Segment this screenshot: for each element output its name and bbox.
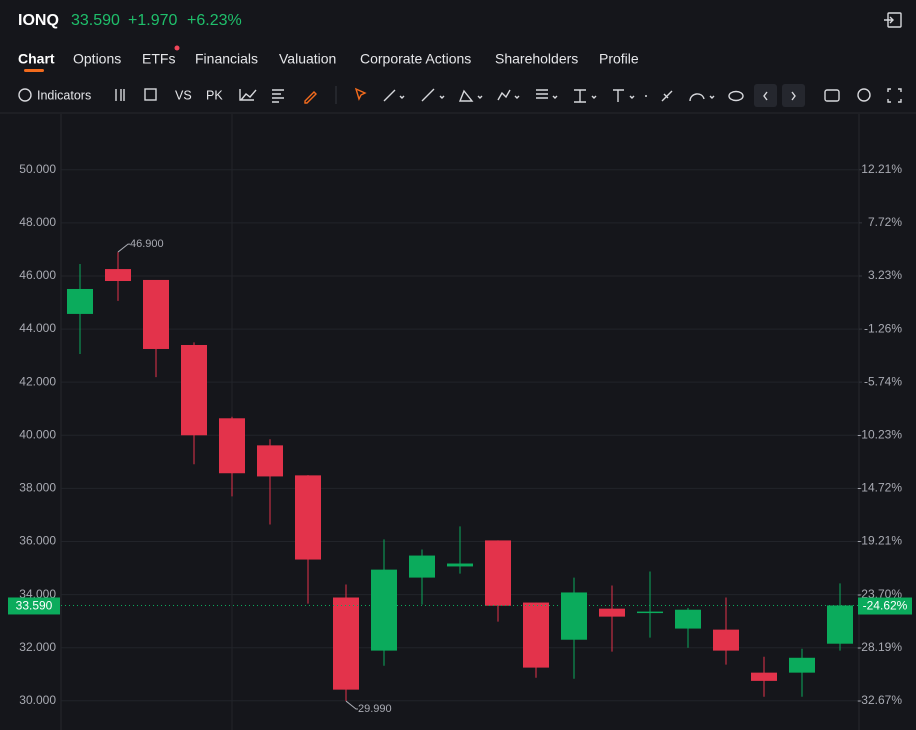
next-button[interactable] <box>782 84 805 107</box>
symbol: IONQ <box>18 12 59 29</box>
camera-icon[interactable] <box>824 89 840 102</box>
change: +1.970 <box>128 12 177 29</box>
y2-tick-label: -32.67% <box>857 693 902 707</box>
tab[interactable]: Chart <box>18 51 55 67</box>
y2-tick-label: 3.23% <box>868 268 902 282</box>
candle-body <box>713 629 739 651</box>
candle-body <box>485 540 511 606</box>
fullscreen-icon[interactable] <box>887 88 902 103</box>
y-tick-label: 40.000 <box>19 427 56 441</box>
y-tick-label: 44.000 <box>19 321 56 335</box>
price: 33.590 <box>71 12 120 29</box>
y-tick-label: 38.000 <box>19 481 56 495</box>
candle-body <box>447 563 473 567</box>
candle-body <box>523 602 549 668</box>
last-price-label: 33.590 <box>16 599 53 613</box>
settings-icon[interactable] <box>857 88 871 102</box>
y-tick-label: 48.000 <box>19 215 56 229</box>
fib-icon[interactable] <box>421 88 445 102</box>
tab[interactable]: ETFs <box>142 51 175 67</box>
pattern-icon[interactable] <box>497 89 520 101</box>
vs-button[interactable]: VS <box>175 88 192 102</box>
candle-body <box>105 269 131 282</box>
brush-icon[interactable] <box>661 90 673 102</box>
tab[interactable]: Financials <box>195 51 258 67</box>
tab[interactable]: Corporate Actions <box>360 51 471 67</box>
candle-body <box>827 605 853 644</box>
range-icon[interactable] <box>574 89 597 103</box>
indicators-icon <box>18 88 32 102</box>
plot: 30.000 32.000 34.000 36.000 38.000 40.000 42.0… <box>8 162 912 715</box>
change-pct: +6.23% <box>187 12 242 29</box>
candle-body <box>637 611 663 614</box>
candle-body <box>295 475 321 560</box>
cursor-icon[interactable] <box>354 87 367 101</box>
tab[interactable]: Shareholders <box>495 51 578 67</box>
eye-icon[interactable] <box>728 90 744 102</box>
list-icon[interactable] <box>272 89 284 103</box>
candle-body <box>675 609 701 629</box>
candle-body <box>333 597 359 690</box>
tab[interactable]: Valuation <box>279 51 336 67</box>
y2-tick-label: -1.26% <box>864 321 902 335</box>
last-price-tag <box>8 597 60 615</box>
annotation-leader <box>117 243 130 253</box>
candle-body <box>789 657 815 673</box>
y2-tick-label: -23.70% <box>857 587 902 601</box>
magnet-icon[interactable] <box>689 93 715 102</box>
y-tick-label: 36.000 <box>19 534 56 548</box>
tab[interactable]: Options <box>73 51 121 67</box>
y-tick-label: 32.000 <box>19 640 56 654</box>
notification-dot <box>174 45 180 51</box>
y2-tick-label: -5.74% <box>864 374 902 388</box>
line-icon[interactable] <box>383 89 405 102</box>
candle-icon[interactable] <box>115 89 125 101</box>
exit-button[interactable] <box>884 12 902 28</box>
y2-tick-label: -10.23% <box>857 427 902 441</box>
y2-tick-label: -14.72% <box>857 481 902 495</box>
prev-button[interactable] <box>754 84 777 107</box>
indicators-button[interactable]: Indicators <box>37 88 91 102</box>
candle-body <box>599 608 625 617</box>
y-tick-label: 34.000 <box>19 587 56 601</box>
last-change-label: -24.62% <box>863 599 908 613</box>
annotation-leader <box>345 700 358 710</box>
toolbar: Indicators VS PK <box>18 84 902 107</box>
candle-body <box>181 345 207 436</box>
y2-tick-label: 12.21% <box>861 162 902 176</box>
chart-icon[interactable] <box>239 89 257 101</box>
candle-body <box>67 288 93 314</box>
y-tick-label: 42.000 <box>19 374 56 388</box>
annotation-label: 46.900 <box>130 238 164 250</box>
y-tick-label: 50.000 <box>19 162 56 176</box>
measure-icon[interactable] <box>536 89 558 99</box>
y2-tick-label: 7.72% <box>868 215 902 229</box>
last-change-tag <box>858 597 912 615</box>
candle-body <box>371 569 397 651</box>
y-tick-label: 30.000 <box>19 693 56 707</box>
candle-body <box>143 279 169 349</box>
candle-body <box>561 592 587 640</box>
annotation-label: 29.990 <box>358 703 392 715</box>
shape-icon[interactable] <box>458 89 483 102</box>
rect-icon[interactable] <box>144 88 157 101</box>
candle-body <box>751 672 777 681</box>
pen-icon[interactable] <box>304 91 317 104</box>
candle-body <box>219 418 245 474</box>
tab[interactable]: Profile <box>599 51 639 67</box>
dot <box>645 95 647 97</box>
candle-body <box>257 445 283 477</box>
text-icon[interactable] <box>613 89 635 102</box>
y2-tick-label: -19.21% <box>857 534 902 548</box>
pk-button[interactable]: PK <box>206 88 223 102</box>
tab-underline <box>24 69 44 72</box>
y2-tick-label: -28.19% <box>857 640 902 654</box>
y-tick-label: 46.000 <box>19 268 56 282</box>
candle-body <box>409 555 435 578</box>
